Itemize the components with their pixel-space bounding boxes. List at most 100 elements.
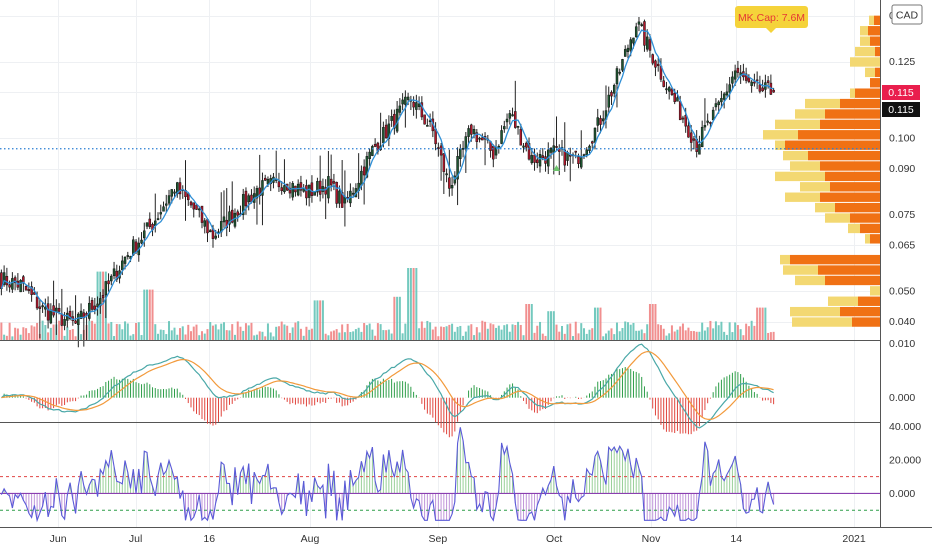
time-tick-label: Jul: [129, 533, 142, 545]
volume-profile-orange: [860, 223, 880, 234]
volume-bar: [269, 332, 272, 340]
volume-bar: [440, 326, 443, 340]
volume-bar: [66, 326, 69, 340]
candle-up: [634, 26, 638, 38]
volume-bar: [530, 304, 533, 340]
volume-bar: [242, 330, 245, 340]
candle-up: [637, 21, 641, 25]
candle-down: [192, 202, 195, 210]
volume-bar: [107, 323, 110, 340]
volume-profile-orange: [850, 213, 880, 223]
candle-up: [464, 136, 468, 149]
volume-bar: [492, 324, 495, 340]
volume-bar: [621, 327, 624, 340]
candle-up: [159, 212, 163, 215]
candle-down: [470, 124, 473, 135]
volume-bar: [165, 334, 168, 340]
volume-bar: [525, 304, 528, 340]
candle-up: [55, 307, 58, 312]
volume-bar: [244, 323, 247, 340]
volume-bar: [148, 289, 151, 340]
candle-up: [296, 183, 300, 196]
volume-bar: [302, 335, 305, 340]
candle-down: [329, 178, 333, 186]
candle-down: [651, 54, 654, 64]
candle-down: [288, 187, 292, 194]
candle-up: [156, 218, 160, 221]
candle-down: [107, 280, 110, 285]
volume-bar: [321, 300, 324, 340]
macd-tick-label: 0.010: [889, 338, 915, 350]
volume-bar: [767, 332, 770, 340]
candle-up: [233, 212, 237, 227]
volume-profile-yellow: [795, 275, 825, 286]
volume-bar: [283, 324, 286, 340]
candle-down: [555, 146, 558, 148]
candle-up: [112, 268, 116, 277]
volume-profile-yellow: [850, 88, 855, 98]
volume-bar: [288, 332, 291, 340]
volume-bar: [676, 329, 679, 340]
candle-up: [593, 127, 597, 143]
volume-bar: [591, 328, 594, 340]
candle-up: [612, 85, 616, 94]
candle-down: [52, 305, 55, 316]
volume-profile-orange: [840, 98, 880, 109]
volume-bar: [588, 329, 591, 340]
candle-up: [365, 156, 369, 178]
volume-bar: [137, 322, 140, 340]
candle-down: [437, 147, 440, 149]
volume-bar: [124, 321, 127, 340]
volume-bar: [445, 326, 448, 340]
candle-down: [101, 295, 105, 299]
volume-bar: [33, 326, 36, 340]
volume-bar: [508, 331, 511, 340]
volume-bar: [200, 331, 203, 340]
volume-bar: [415, 268, 418, 340]
volume-bar: [593, 307, 596, 340]
candle-up: [629, 39, 632, 51]
volume-profile-orange: [870, 234, 880, 244]
price-tick-label: 0.100: [889, 133, 915, 145]
volume-bar: [220, 323, 223, 340]
volume-bar: [121, 329, 124, 340]
volume-bar: [346, 323, 349, 340]
candle-down: [178, 182, 182, 195]
volume-bar: [574, 321, 577, 340]
currency-label: CAD: [896, 10, 919, 22]
candle-up: [208, 230, 212, 232]
volume-bar: [599, 307, 602, 340]
volume-bar: [294, 322, 297, 340]
candle-down: [423, 114, 426, 125]
volume-bar: [385, 330, 388, 340]
volume-bar: [648, 304, 651, 340]
volume-bar: [761, 307, 764, 340]
volume-profile-orange: [835, 202, 880, 213]
mkcap-callout[interactable]: MK.Cap: 7.6M: [735, 6, 808, 33]
candle-up: [731, 76, 734, 84]
candle-up: [417, 103, 421, 107]
volume-bar: [473, 335, 476, 340]
volume-bar: [14, 327, 17, 340]
volume-bar: [27, 333, 30, 340]
volume-profile: [763, 15, 880, 327]
volume-bar: [517, 321, 520, 340]
candle-up: [582, 154, 586, 156]
price-tick-label: 0.125: [889, 56, 915, 68]
volume-bar: [522, 335, 525, 340]
volume-bar: [456, 326, 459, 340]
volume-profile-yellow: [855, 46, 875, 57]
volume-bar: [195, 324, 198, 340]
currency-button[interactable]: CAD: [891, 4, 923, 25]
volume-bar: [585, 333, 588, 340]
candle-up: [145, 222, 149, 227]
volume-profile-orange: [875, 46, 880, 57]
volume-bar: [714, 321, 717, 340]
candle-down: [206, 219, 209, 234]
volume-bar: [36, 322, 39, 340]
candle-up: [228, 211, 231, 225]
volume-bar: [756, 307, 759, 340]
candle-up: [44, 306, 47, 310]
candle-down: [533, 154, 536, 163]
volume-profile-yellow: [775, 119, 820, 130]
